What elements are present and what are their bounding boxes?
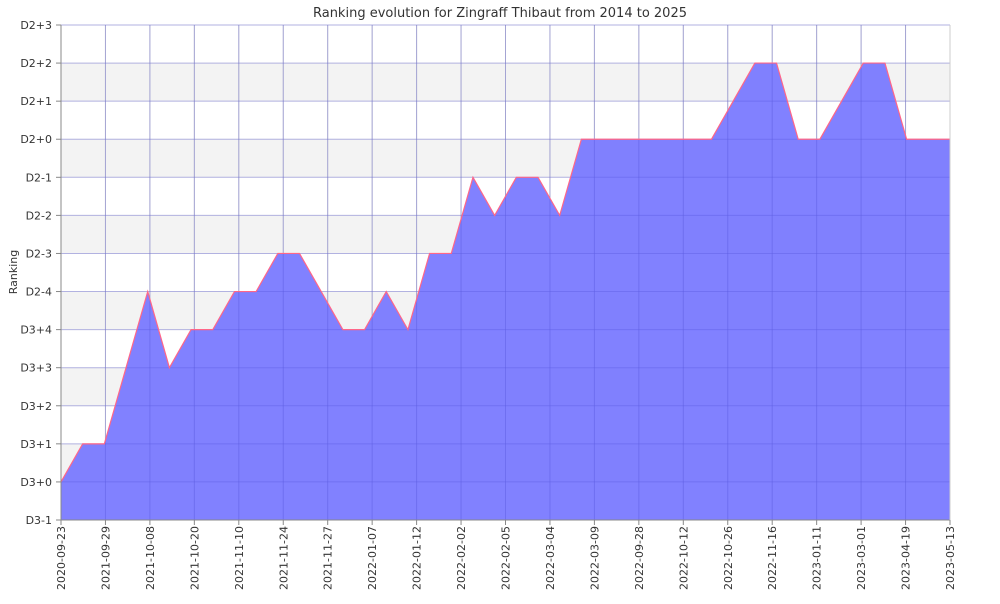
y-tick-label: D3+4 [20,324,52,337]
ranking-area [61,63,950,520]
y-tick-label: D3-1 [26,514,52,527]
y-tick-label: D2-1 [26,171,52,184]
x-tick-label: 2021-11-27 [322,526,335,590]
y-tick-label: D2+2 [20,57,52,70]
chart-axes [56,24,951,525]
y-tick-label: D2-2 [26,209,52,222]
y-tick-label: D3+3 [20,362,52,375]
x-tick-label: 2022-01-12 [411,526,424,590]
x-tick-label: 2022-11-16 [766,526,779,590]
y-tick-label: D2-4 [26,286,52,299]
x-tick-label: 2022-09-28 [633,526,646,590]
x-tick-label: 2023-04-19 [900,526,913,590]
x-tick-label: 2022-10-26 [722,526,735,590]
x-tick-label: 2021-11-10 [233,526,246,590]
x-tick-label: 2022-03-09 [588,526,601,590]
x-tick-label: 2021-11-24 [277,526,290,590]
y-tick-label: D2-3 [26,247,52,260]
ranking-line [60,62,950,483]
y-axis-label: Ranking [7,250,20,295]
y-tick-label: D2+1 [20,95,52,108]
x-tick-label: 2022-01-07 [366,526,379,590]
area-layer [60,24,951,521]
y-tick-label: D2+3 [20,19,52,32]
x-tick-label: 2022-02-05 [500,526,513,590]
chart-title: Ranking evolution for Zingraff Thibaut f… [313,6,687,21]
x-tick-label: 2022-03-04 [544,526,557,590]
x-tick-label: 2022-10-12 [677,526,690,590]
x-tick-label: 2023-05-13 [944,526,957,590]
x-tick-label: 2021-09-29 [99,526,112,590]
x-tick-label: 2023-01-11 [811,526,824,590]
y-tick-label: D3+2 [20,400,52,413]
y-tick-label: D2+0 [20,133,52,146]
x-tick-labels: 2020-09-23 2021-09-29 2021-10-08 2021-10-20… [55,526,957,590]
x-tick-label: 2022-02-02 [455,526,468,590]
x-tick-label: 2020-09-23 [55,526,68,590]
y-tick-label: D3+0 [20,476,52,489]
y-tick-labels: D3-1 D3+0 D3+1 D3+2 D3+3 D3+4 D2-4 D2-3 D2-2 D2-1… [20,19,52,527]
x-tick-label: 2021-10-08 [144,526,157,590]
y-tick-label: D3+1 [20,438,52,451]
x-tick-label: 2023-03-01 [855,526,868,590]
x-tick-label: 2021-10-20 [188,526,201,590]
